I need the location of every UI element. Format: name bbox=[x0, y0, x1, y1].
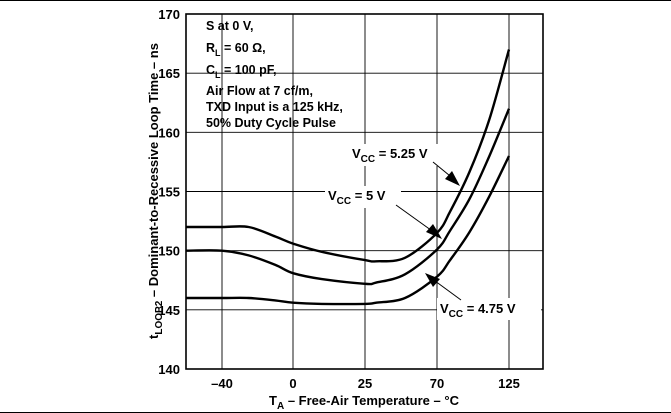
y-tick-label: 170 bbox=[158, 7, 180, 22]
series-label-bg-500 bbox=[325, 186, 401, 208]
y-axis-label: tLOOP2 – Dominant-to-Recessive Loop Time… bbox=[146, 43, 165, 339]
series-line-0 bbox=[185, 49, 511, 263]
series-label-bg-475 bbox=[437, 298, 541, 320]
series-label-475: VCC = 4.75 V bbox=[440, 301, 516, 320]
arrowhead-475 bbox=[425, 273, 440, 287]
series-label-500: VCC = 5 V bbox=[328, 188, 386, 207]
x-tick-label: 25 bbox=[358, 376, 372, 391]
condition-line-2: RL = 60 Ω, bbox=[206, 41, 266, 58]
y-tick-label: 150 bbox=[158, 244, 180, 259]
leader-line-500 bbox=[395, 204, 436, 234]
y-tick-label: 140 bbox=[158, 362, 180, 377]
page-top-rule bbox=[0, 0, 671, 1]
y-tick-label: 165 bbox=[158, 66, 180, 81]
leader-arrows bbox=[395, 161, 462, 301]
conditions-block: S at 0 V, RL = 60 Ω, CL = 100 pF, Air Fl… bbox=[206, 19, 343, 130]
plot-frame bbox=[185, 13, 544, 370]
condition-line-4: Air Flow at 7 cf/m, bbox=[206, 84, 313, 98]
series-label-bg-525 bbox=[349, 144, 443, 166]
grid bbox=[186, 14, 543, 369]
condition-line-3: CL = 100 pF, bbox=[206, 63, 276, 80]
arrowhead-500 bbox=[426, 224, 442, 239]
y-tick-label: 155 bbox=[158, 185, 180, 200]
condition-line-1: S at 0 V, bbox=[206, 19, 254, 33]
series-line-1 bbox=[185, 108, 511, 286]
tick-labels: 140 145 150 155 160 165 170 –40 0 25 70 125 bbox=[158, 7, 520, 391]
arrowhead-525 bbox=[445, 171, 460, 186]
x-tick-label: 70 bbox=[430, 376, 444, 391]
x-axis-label: TA – Free-Air Temperature – °C bbox=[269, 393, 460, 412]
series-label-525: VCC = 5.25 V bbox=[352, 146, 428, 165]
y-tick-label: 160 bbox=[158, 125, 180, 140]
x-tick-label: 0 bbox=[289, 376, 296, 391]
x-tick-label: 125 bbox=[498, 376, 520, 391]
condition-line-5: TXD Input is a 125 kHz, bbox=[206, 100, 343, 114]
x-tick-label: –40 bbox=[211, 376, 233, 391]
series-line-2 bbox=[185, 155, 511, 306]
condition-line-6: 50% Duty Cycle Pulse bbox=[206, 116, 336, 130]
y-tick-label: 145 bbox=[158, 303, 180, 318]
series-layer bbox=[185, 49, 511, 306]
